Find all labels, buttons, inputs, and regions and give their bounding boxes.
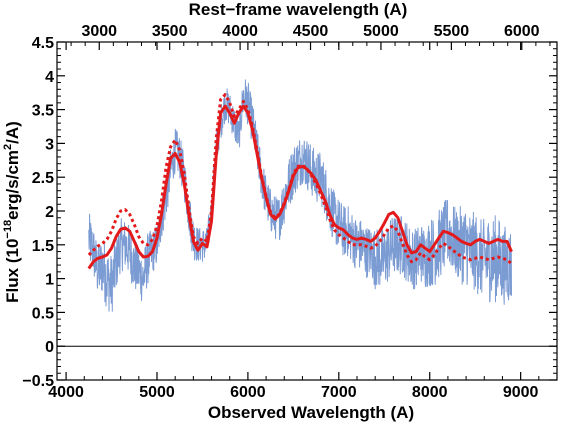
y-axis-title: Flux (10−18erg/s/cm2/A) — [2, 121, 22, 303]
x-tick-label: 7000 — [321, 384, 357, 401]
top-tick-label: 6000 — [504, 23, 540, 40]
y-axis-title-exponent: −18 — [2, 220, 14, 239]
top-tick-label: 4500 — [293, 23, 329, 40]
top-tick-label: 3500 — [152, 23, 188, 40]
x-tick-label: 6000 — [230, 384, 266, 401]
plot-frame — [56, 41, 558, 381]
top-tick-label: 3000 — [81, 23, 117, 40]
y-tick-label: 0 — [45, 339, 54, 356]
y-tick-label: 4 — [45, 69, 54, 86]
y-tick-label: 1.5 — [32, 238, 54, 255]
top-axis-title: Rest−frame wavelength (A) — [189, 0, 408, 19]
y-tick-label: 4.5 — [32, 35, 54, 52]
observed-spectrum-line — [88, 79, 512, 312]
top-tick-label: 5500 — [434, 23, 470, 40]
y-tick-label: 2 — [45, 204, 54, 221]
y-axis-title-prefix: Flux (10 — [3, 239, 22, 303]
dotted-model-line — [87, 93, 513, 265]
y-tick-label: 3.5 — [32, 103, 54, 120]
plot-area — [57, 79, 557, 347]
x-tick-label: 8000 — [412, 384, 448, 401]
y-axis-title-middle: erg/s/cm — [3, 150, 22, 220]
x-tick-label: 4000 — [48, 384, 84, 401]
x-tick-label: 5000 — [139, 384, 175, 401]
x-tick-label: 9000 — [503, 384, 539, 401]
top-tick-label: 4000 — [222, 23, 258, 40]
y-tick-label: −0.5 — [22, 373, 54, 390]
y-tick-label: 1 — [45, 272, 54, 289]
y-axis-title-suffix: /A) — [3, 121, 22, 144]
x-axis-title: Observed Wavelength (A) — [208, 403, 414, 422]
plot-content — [57, 79, 557, 347]
top-tick-label: 5000 — [363, 23, 399, 40]
y-axis-title-exponent2: 2 — [2, 144, 14, 150]
y-tick-label: 2.5 — [32, 170, 54, 187]
y-tick-label: 3 — [45, 136, 54, 153]
y-tick-label: 0.5 — [32, 305, 54, 322]
